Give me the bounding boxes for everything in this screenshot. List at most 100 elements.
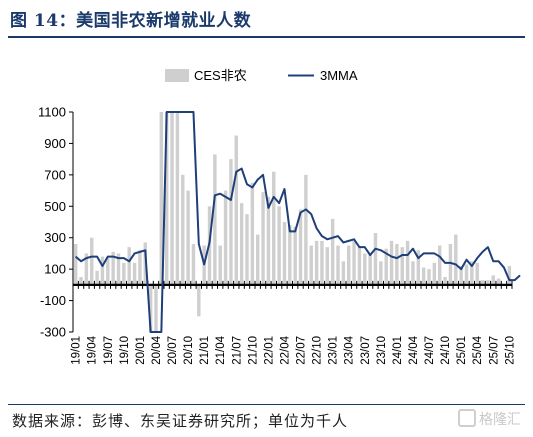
x-tick-label: 22/04	[279, 335, 291, 364]
bar-ces-2022-03	[277, 206, 281, 285]
bar-ces-2023-01	[330, 218, 335, 285]
bar-ces-2020-01	[138, 250, 142, 285]
x-tick-label: 22/01	[263, 336, 275, 365]
x-tick-label: 22/07	[296, 336, 308, 365]
y-tick-label: 100	[44, 262, 66, 277]
watermark: 格隆汇	[458, 409, 521, 429]
x-tick-label: 25/10	[504, 336, 516, 365]
legend: CES非农 3MMA	[165, 68, 358, 83]
bar-ces-2024-06	[421, 267, 426, 285]
bar-ces-2022-07	[298, 209, 303, 285]
bar-ces-2024-01	[395, 244, 399, 285]
y-tick-label: -300	[40, 325, 66, 340]
bar-ces-2023-09	[373, 233, 378, 285]
bar-ces-2022-04	[282, 222, 287, 285]
x-tick-label: 23/04	[344, 335, 356, 364]
x-tick-label: 21/10	[247, 336, 259, 365]
bar-ces-2021-04	[218, 245, 222, 285]
bar-ces-2021-08	[239, 203, 244, 285]
bar-ces-2023-02	[336, 245, 340, 285]
legend-bar-label: CES非农	[194, 68, 247, 83]
bar-ces-2023-12	[389, 240, 394, 285]
bar-ces-2020-03	[148, 284, 153, 332]
bar-ces-2019-10	[122, 262, 126, 285]
watermark-text: 格隆汇	[479, 412, 521, 428]
bar-ces-2024-10	[443, 277, 447, 285]
x-tick-label: 24/10	[440, 336, 452, 365]
x-tick-label: 24/07	[424, 336, 436, 365]
bar-ces-2021-05	[223, 190, 228, 285]
bar-ces-2024-11	[448, 244, 453, 285]
x-tick-label: 23/07	[360, 336, 372, 365]
bar-ces-2020-05	[159, 112, 164, 285]
bar-ces-2024-07	[427, 269, 431, 285]
bar-ces-2024-05	[416, 250, 421, 285]
bar-ces-2024-09	[438, 245, 442, 285]
x-tick-label: 25/01	[456, 336, 468, 365]
bar-ces-2025-02	[464, 264, 469, 285]
bar-ces-2020-11	[191, 244, 196, 285]
bar-ces-2025-03	[470, 261, 474, 285]
bar-ces-2020-04	[154, 284, 158, 332]
bar-ces-2023-11	[384, 248, 388, 285]
x-tick-label: 21/04	[215, 335, 227, 364]
bar-ces-2025-06	[486, 280, 490, 285]
bar-ces-2021-07	[234, 135, 238, 285]
line-3mma	[75, 111, 521, 333]
bar-ces-2023-05	[352, 240, 356, 285]
plot-area: -300 -100 100 300 500 700 900 1100 19/01 19/04 19/…	[38, 105, 521, 365]
bar-ces-2021-11	[255, 234, 260, 285]
bar-ces-2021-06	[229, 159, 233, 285]
bar-ces-2019-05	[95, 270, 99, 285]
bar-ces-2021-10	[250, 182, 255, 285]
bar-ces-2023-04	[347, 245, 351, 285]
x-tick-label: 20/01	[135, 336, 147, 365]
bar-ces-2022-08	[304, 174, 308, 285]
x-tick-label: 19/07	[103, 336, 115, 365]
x-tick-label: 22/10	[312, 336, 324, 365]
bar-ces-2022-10	[314, 240, 319, 285]
y-tick-label: 1100	[38, 105, 66, 120]
bar-ces-2021-03	[213, 154, 217, 285]
bar-ces-2023-10	[379, 261, 383, 285]
bar-ces-2024-02	[400, 247, 404, 285]
x-tick-label: 24/04	[408, 335, 420, 364]
bar-ces-2024-08	[432, 262, 437, 285]
bar-ces-2019-09	[116, 253, 121, 285]
bar-ces-2025-08	[496, 278, 501, 285]
source-note: 数据来源：彭博、东吴证券研究所；单位为千人	[12, 412, 349, 430]
x-tick-label: 24/01	[392, 336, 404, 365]
y-tick-label: 900	[44, 136, 66, 151]
bar-ces-2021-12	[261, 192, 265, 285]
bar-ces-2020-09	[181, 174, 185, 285]
bar-ces-2024-03	[405, 240, 410, 285]
bar-ces-2019-01	[73, 244, 78, 285]
x-tick-label: 25/04	[472, 335, 484, 364]
bar-ces-2025-01	[459, 266, 463, 285]
bar-ces-2023-03	[341, 261, 346, 285]
legend-bar-swatch	[165, 69, 189, 82]
bar-ces-2019-12	[132, 262, 137, 285]
bar-ces-2022-02	[272, 171, 276, 285]
bar-ces-2024-12	[454, 234, 458, 285]
bar-ces-2021-09	[245, 214, 249, 285]
x-tick-label: 23/10	[376, 336, 388, 365]
y-tick-label: -100	[40, 293, 66, 308]
watermark-logo-icon	[458, 409, 476, 427]
x-tick-label: 19/01	[71, 336, 83, 365]
x-tick-label: 20/04	[151, 335, 163, 364]
y-tick-label: 700	[44, 167, 66, 182]
bar-ces-2023-07	[363, 253, 367, 285]
bar-ces-2024-04	[411, 261, 415, 285]
bar-ces-2023-06	[357, 247, 362, 285]
bar-ces-2022-11	[320, 240, 324, 285]
bar-ces-2019-08	[111, 251, 115, 285]
bar-ces-2019-07	[106, 258, 110, 285]
legend-line-label: 3MMA	[320, 68, 358, 83]
bar-ces-2022-01	[266, 196, 271, 285]
bar-ces-2023-08	[368, 253, 372, 285]
bar-ces-2019-04	[90, 237, 94, 285]
bar-ces-2025-05	[480, 280, 485, 285]
x-tick-label: 19/04	[87, 335, 99, 364]
bar-ces-2020-10	[186, 190, 190, 285]
